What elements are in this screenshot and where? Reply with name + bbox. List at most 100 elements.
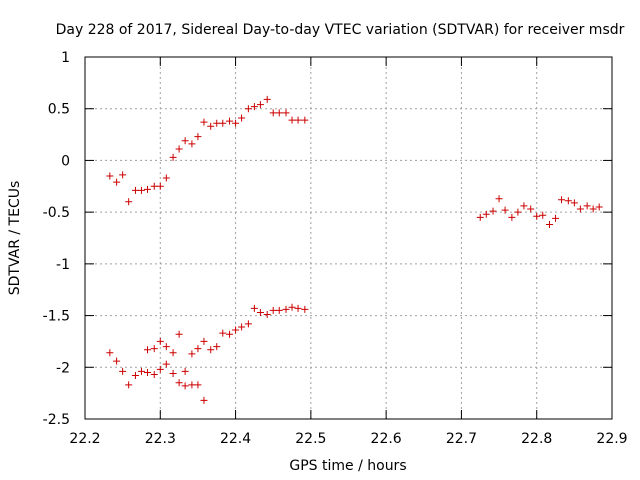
data-point-lower (226, 330, 234, 338)
x-tick-label: 22.4 (220, 431, 251, 447)
x-tick-label: 22.7 (446, 431, 477, 447)
y-axis-label: SDTVAR / TECUs (7, 181, 23, 296)
data-point-lower (213, 343, 221, 351)
data-point-lower (131, 372, 139, 380)
y-tick-label: 0.5 (48, 102, 70, 118)
data-point-lower (162, 343, 170, 351)
data-point-lower (188, 350, 196, 358)
data-point-upper (282, 109, 290, 117)
data-point-lower (162, 360, 170, 368)
data-points (106, 95, 603, 404)
y-tick-labels: 1 0.5 0 -0.5 -1 -1.5 -2 -2.5 (43, 50, 70, 428)
data-point-lower (156, 337, 164, 345)
data-point-lower (207, 346, 215, 354)
data-point-lower (188, 381, 196, 389)
data-point-upper (131, 186, 139, 194)
data-point-upper (501, 206, 509, 214)
data-point-upper (250, 103, 258, 111)
data-point-lower (175, 330, 183, 338)
data-point-upper (301, 116, 309, 124)
data-point-upper (143, 185, 151, 193)
data-point-lower (194, 345, 202, 353)
data-point-lower (113, 357, 121, 365)
x-axis-label: GPS time / hours (289, 458, 406, 474)
data-point-lower (250, 304, 258, 312)
x-tick-labels: 22.2 22.3 22.4 22.5 22.6 22.7 22.8 22.9 (69, 431, 627, 447)
data-point-upper (552, 214, 560, 222)
data-point-upper (200, 118, 208, 126)
data-point-lower (175, 379, 183, 387)
data-point-upper (263, 95, 271, 103)
grid-lines (85, 57, 612, 419)
data-point-lower (301, 305, 309, 313)
data-point-upper (213, 119, 221, 127)
data-point-upper (570, 199, 578, 207)
data-point-upper (162, 174, 170, 182)
data-point-lower (181, 367, 189, 375)
data-point-upper (119, 171, 127, 179)
data-point-upper (589, 205, 597, 213)
data-point-upper (476, 213, 484, 221)
x-tick-label: 22.8 (521, 431, 552, 447)
data-point-upper (238, 114, 246, 122)
data-point-lower (156, 365, 164, 373)
data-point-lower (143, 346, 151, 354)
data-point-lower (282, 305, 290, 313)
data-point-lower (181, 382, 189, 390)
data-point-upper (181, 137, 189, 145)
data-point-lower (294, 304, 302, 312)
data-point-upper (576, 205, 584, 213)
data-point-upper (558, 196, 566, 204)
data-point-upper (156, 182, 164, 190)
data-point-lower (275, 306, 283, 314)
data-point-lower (238, 323, 246, 331)
data-point-lower (125, 381, 133, 389)
data-point-upper (514, 208, 522, 216)
data-point-upper (150, 182, 158, 190)
data-point-upper (527, 205, 535, 213)
data-point-lower (143, 368, 151, 376)
data-point-upper (188, 140, 196, 148)
axis-ticks (84, 56, 613, 420)
data-point-lower (150, 371, 158, 379)
data-point-lower (219, 329, 227, 337)
data-point-lower (232, 326, 240, 334)
chart-title: Day 228 of 2017, Sidereal Day-to-day VTE… (56, 22, 625, 38)
data-point-lower (169, 369, 177, 377)
x-tick-label: 22.2 (69, 431, 100, 447)
data-point-upper (533, 212, 541, 220)
y-tick-label: -1.5 (43, 309, 70, 325)
data-point-lower (106, 349, 114, 357)
data-point-upper (595, 203, 603, 211)
data-point-upper (207, 122, 215, 130)
data-point-upper (175, 145, 183, 153)
data-point-upper (194, 133, 202, 141)
y-tick-label: -1 (56, 257, 70, 273)
data-point-lower (200, 337, 208, 345)
data-point-lower (119, 367, 127, 375)
x-tick-label: 22.9 (596, 431, 627, 447)
data-point-upper (495, 195, 503, 203)
data-point-lower (244, 320, 252, 328)
data-point-upper (482, 210, 490, 218)
data-point-upper (520, 202, 528, 210)
data-point-lower (169, 349, 177, 357)
data-point-upper (539, 211, 547, 219)
data-point-lower (288, 303, 296, 311)
data-point-upper (564, 197, 572, 205)
data-point-lower (256, 308, 264, 316)
data-point-upper (106, 172, 114, 180)
data-point-upper (244, 105, 252, 113)
data-point-upper (508, 213, 516, 221)
data-point-lower (150, 345, 158, 353)
data-point-lower (269, 306, 277, 314)
data-point-upper (489, 207, 497, 215)
data-point-upper (269, 109, 277, 117)
y-tick-label: -2.5 (43, 412, 70, 428)
data-point-upper (169, 153, 177, 161)
y-tick-label: -2 (56, 360, 70, 376)
data-point-upper (275, 109, 283, 117)
x-tick-label: 22.3 (145, 431, 176, 447)
data-point-upper (137, 186, 145, 194)
